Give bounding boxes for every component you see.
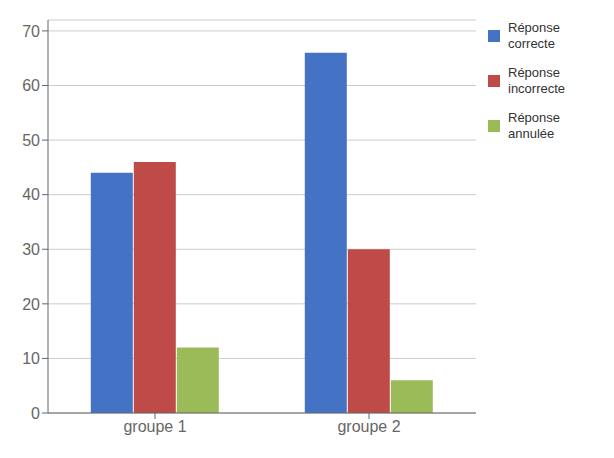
svg-text:50: 50 [22, 132, 40, 149]
svg-text:0: 0 [31, 405, 40, 422]
html-text:Réponse correcte: Réponse correcte [508, 20, 560, 51]
svg-text:60: 60 [22, 77, 40, 94]
html-text:Réponse annulée: Réponse annulée [508, 110, 560, 141]
svg-text:70: 70 [22, 23, 40, 40]
svg-text:groupe 1: groupe 1 [123, 418, 186, 435]
svg-text:20: 20 [22, 296, 40, 313]
svg-text:groupe 2: groupe 2 [337, 418, 400, 435]
svg-text:30: 30 [22, 241, 40, 258]
html-text:Réponse incorrecte: Réponse incorrecte [508, 65, 566, 96]
svg-text:10: 10 [22, 350, 40, 367]
svg-text:40: 40 [22, 186, 40, 203]
